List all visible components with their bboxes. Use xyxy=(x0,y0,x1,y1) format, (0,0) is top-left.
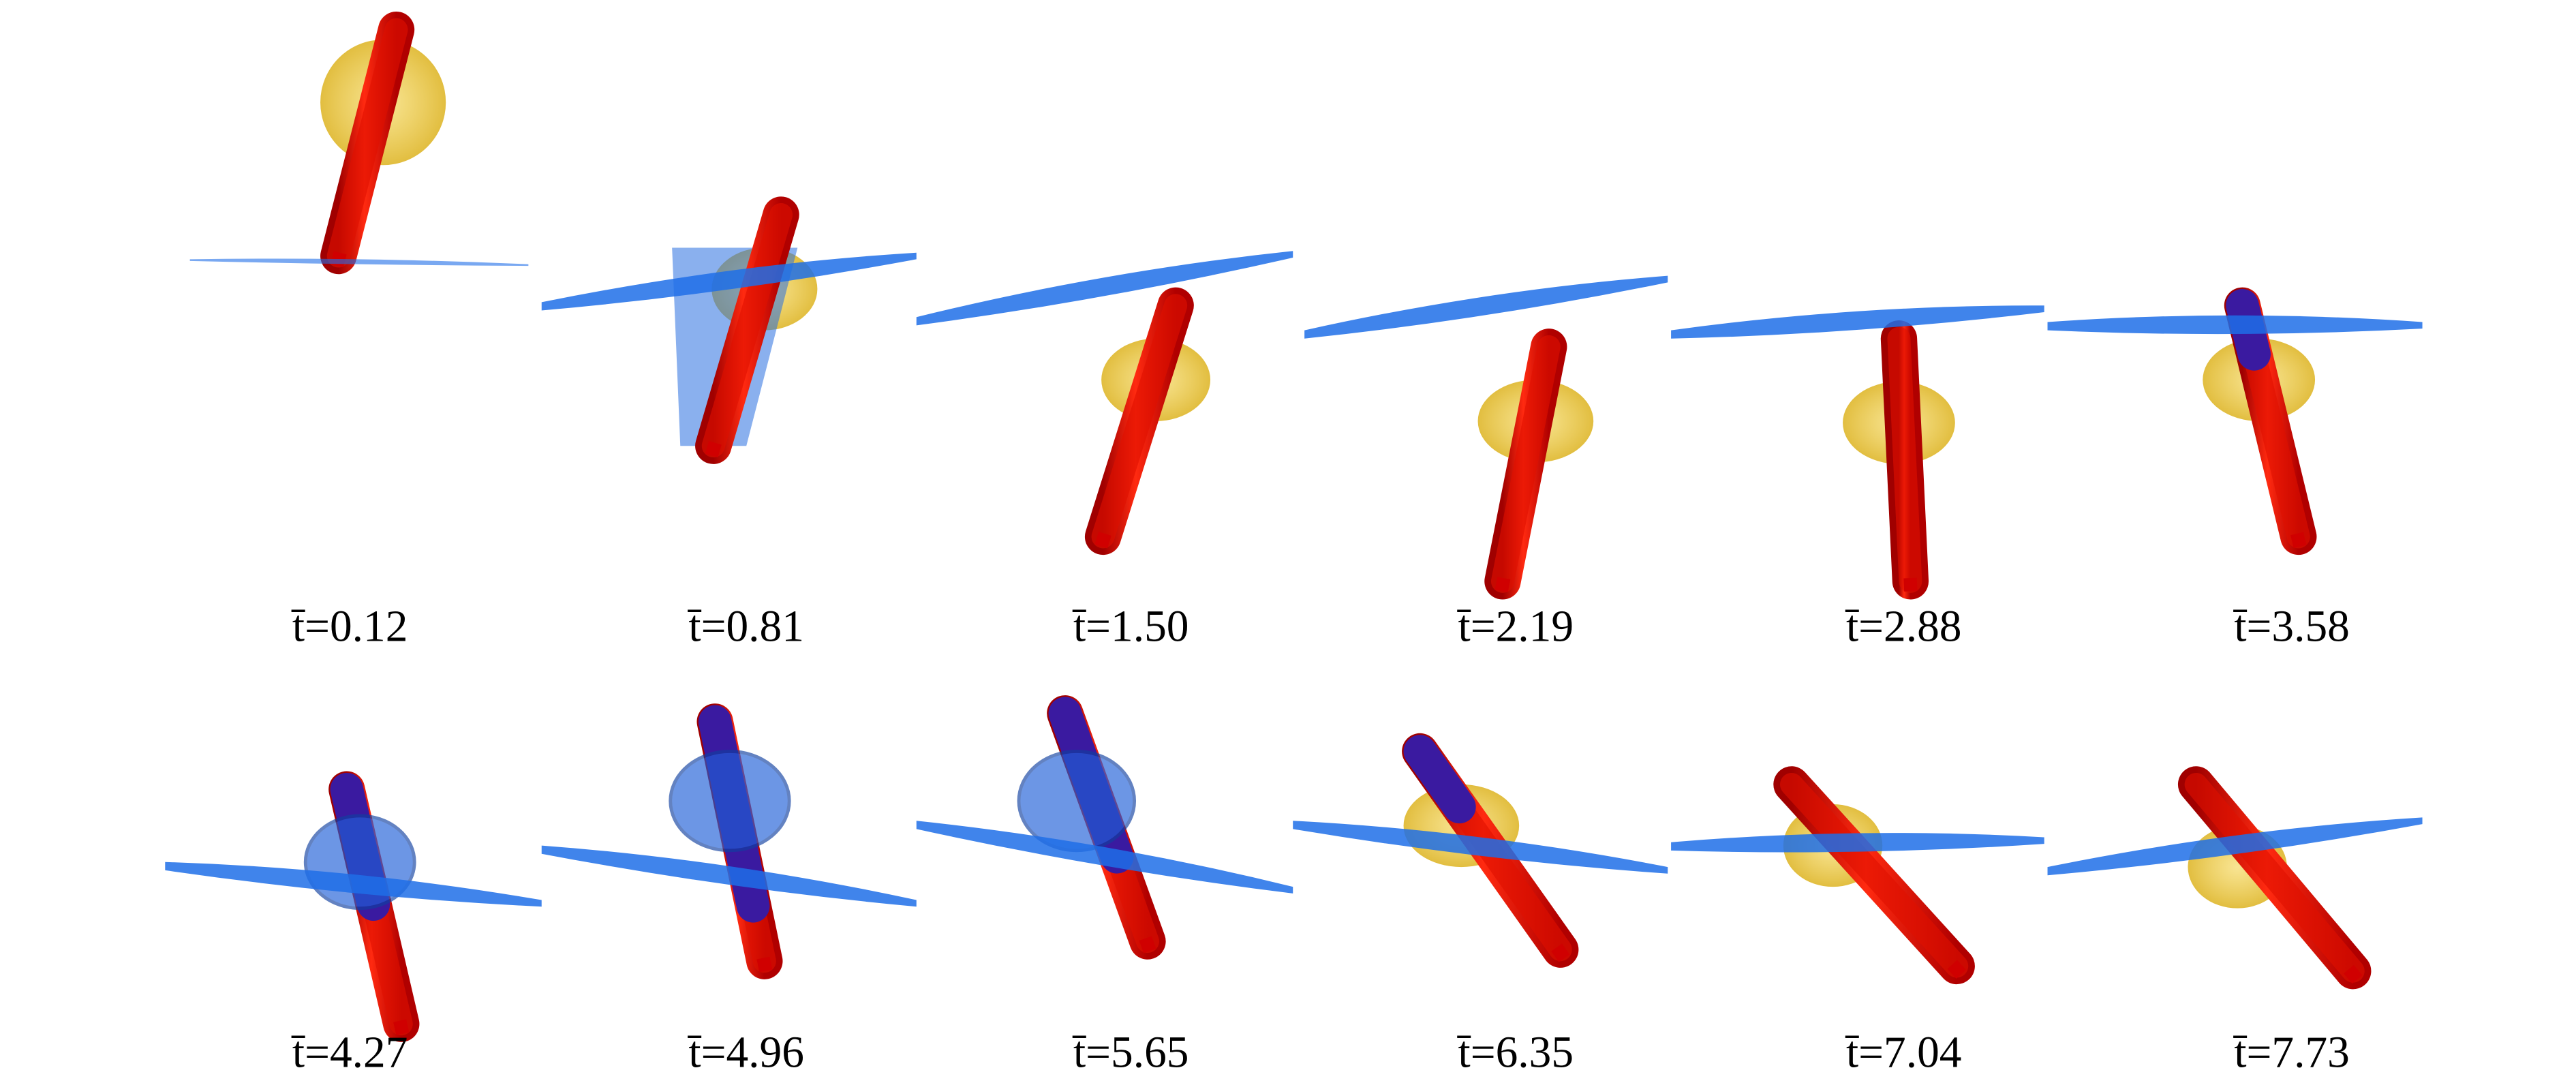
snapshot: t̄=0.81 xyxy=(541,196,917,652)
snapshot: t̄=4.96 xyxy=(541,703,917,1078)
snapshot: t̄=7.04 xyxy=(1671,766,2044,1078)
rod-tail xyxy=(393,1019,410,1035)
rod-core xyxy=(701,203,793,458)
float-sphere xyxy=(669,750,791,853)
snapshot: t̄=6.35 xyxy=(1293,733,1668,1078)
rod-tail xyxy=(1494,577,1511,593)
rod-tail xyxy=(1551,943,1570,962)
time-label: t̄=7.73 xyxy=(2233,1028,2350,1078)
rod-tail xyxy=(1139,936,1156,954)
water-surface xyxy=(165,861,542,907)
rod-tail xyxy=(1094,532,1111,549)
snapshot: t̄=1.50 xyxy=(916,251,1293,652)
rod-core xyxy=(1091,294,1188,549)
water-surface xyxy=(541,845,917,907)
time-label: t̄=2.88 xyxy=(1845,602,1962,652)
time-label: t̄=0.81 xyxy=(687,602,804,652)
float-sphere xyxy=(1017,750,1137,853)
snapshot: t̄=4.27 xyxy=(165,771,542,1078)
rod-core xyxy=(1490,335,1561,593)
water-surface xyxy=(2047,817,2423,876)
rod-tail xyxy=(1947,960,1966,979)
rod-core xyxy=(2184,772,2365,983)
snapshot: t̄=0.12 xyxy=(189,11,529,652)
rod-tail xyxy=(2344,964,2363,984)
snapshot: t̄=2.19 xyxy=(1304,275,1668,652)
time-label: t̄=1.50 xyxy=(1072,602,1189,652)
water-surface xyxy=(1671,305,2044,339)
time-label: t̄=0.12 xyxy=(291,602,408,652)
rod-tail xyxy=(705,441,722,458)
snapshot: t̄=3.58 xyxy=(2047,287,2423,652)
water-surface xyxy=(2047,315,2423,335)
time-label: t̄=3.58 xyxy=(2233,602,2350,652)
rod-tail xyxy=(2290,532,2307,549)
water-surface xyxy=(541,252,917,311)
snapshot: t̄=2.88 xyxy=(1671,305,2044,652)
water-surface xyxy=(1304,275,1668,339)
rod-tail xyxy=(756,956,773,973)
time-label: t̄=6.35 xyxy=(1456,1028,1574,1078)
rod-core xyxy=(326,18,408,268)
water-surface xyxy=(916,821,1293,894)
rod-core xyxy=(1779,772,1969,978)
rod-wet xyxy=(1403,735,1476,824)
time-label: t̄=7.04 xyxy=(1845,1028,1962,1078)
time-label: t̄=4.27 xyxy=(291,1028,408,1078)
time-label: t̄=2.19 xyxy=(1456,602,1574,652)
snapshots: t̄=0.12 t̄=0.81 t̄=1.50 t̄=2.19 t̄=2.88 t̄=3.… xyxy=(165,11,2423,1078)
rod-core xyxy=(1887,326,1922,593)
water-surface xyxy=(916,251,1293,326)
water-surface xyxy=(1671,833,2044,853)
snapshot: t̄=7.73 xyxy=(2047,766,2423,1078)
snapshot: t̄=5.65 xyxy=(916,695,1293,1078)
time-label: t̄=4.96 xyxy=(687,1028,804,1078)
water-surface xyxy=(189,258,529,266)
time-label: t̄=5.65 xyxy=(1072,1028,1189,1078)
rod-tail xyxy=(1903,577,1918,592)
water-surface xyxy=(1293,821,1668,874)
